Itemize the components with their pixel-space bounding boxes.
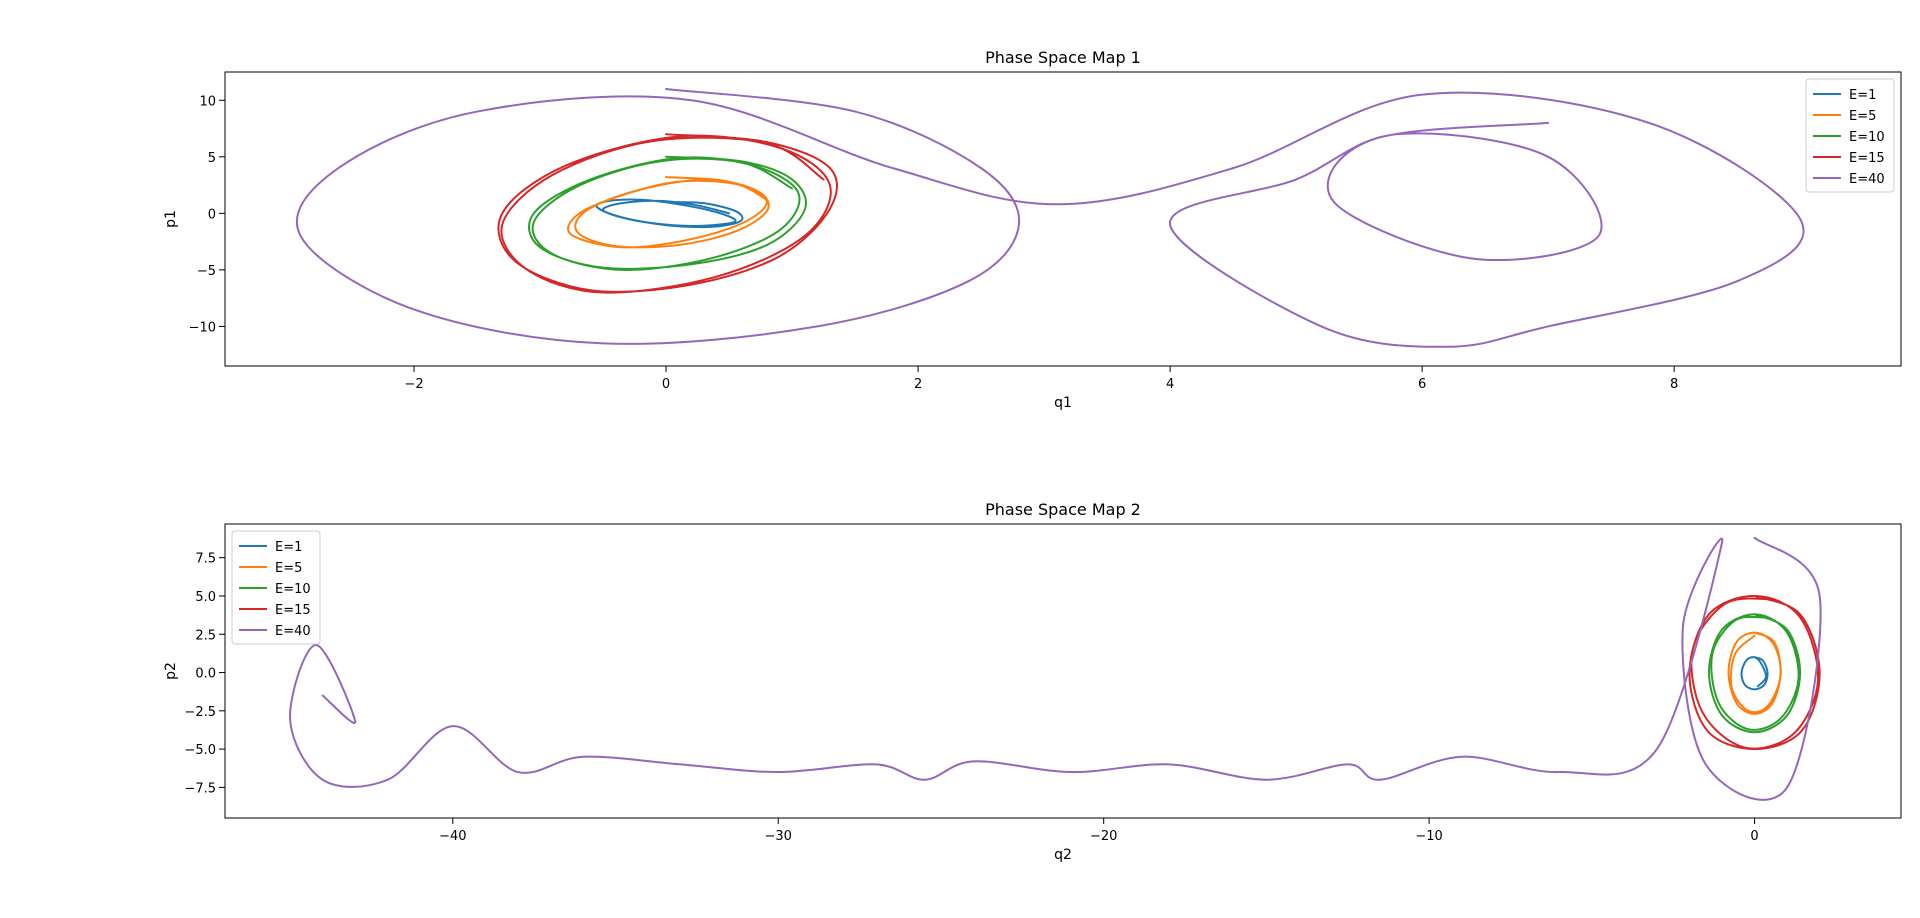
y-axis-label: p1	[163, 210, 179, 228]
series-line-e-1	[595, 198, 744, 229]
legend-label: E=5	[275, 561, 302, 576]
legend-label: E=5	[1849, 109, 1876, 124]
y-tick-label: 2.5	[195, 628, 216, 643]
legend-box	[231, 530, 321, 645]
series-line-e-10	[1707, 613, 1802, 734]
series-line-e-40	[295, 87, 1805, 348]
x-tick-label: 8	[1670, 377, 1678, 392]
x-tick-label: −20	[1090, 829, 1117, 844]
x-tick-label: 6	[1418, 377, 1426, 392]
x-tick-label: 0	[1750, 829, 1758, 844]
legend: E=1 E=5 E=10 E=15 E=40	[231, 530, 321, 645]
chart-title: Phase Space Map 1	[985, 48, 1141, 67]
y-tick-label: 0	[208, 207, 216, 222]
y-tick-label: −5	[197, 264, 216, 279]
y-tick-label: −7.5	[184, 781, 216, 796]
legend-label: E=15	[275, 603, 311, 618]
x-tick-label: −40	[439, 829, 466, 844]
subplot-2: Phase Space Map 2 −40 −30 −20 −10 0 −7.5 −5.0 −2…	[163, 500, 1902, 863]
chart-title: Phase Space Map 2	[985, 500, 1141, 519]
series-line-e-10	[528, 155, 807, 271]
series-line-e-15	[497, 133, 838, 294]
x-axis-label: q1	[1054, 395, 1072, 411]
series-line-e-40	[289, 536, 1822, 801]
x-tick-label: 0	[662, 377, 670, 392]
y-tick-label: −5.0	[184, 743, 216, 758]
x-tick-label: 4	[1166, 377, 1174, 392]
legend-label: E=10	[1849, 130, 1885, 145]
y-tick-label: 0.0	[195, 667, 216, 682]
x-tick-label: 2	[914, 377, 922, 392]
axes-frame	[224, 71, 1902, 367]
series-line-e-1	[1740, 656, 1769, 691]
y-tick-label: 10	[199, 94, 216, 109]
series-line-e-5	[1727, 631, 1782, 715]
x-tick-label: −10	[1415, 829, 1442, 844]
subplot-1: Phase Space Map 1 −2 0 2 4 6 8 −10 −5 0 5 10 q1 p1 E=1…	[163, 48, 1902, 411]
legend-label: E=1	[1849, 88, 1876, 103]
axes-frame	[224, 523, 1902, 819]
series-line-e-5	[567, 176, 770, 249]
legend-label: E=40	[1849, 172, 1885, 187]
y-tick-label: −10	[189, 320, 216, 335]
y-tick-label: 5	[208, 151, 216, 166]
y-tick-label: −2.5	[184, 705, 216, 720]
y-tick-label: 7.5	[195, 552, 216, 567]
x-axis-label: q2	[1054, 847, 1072, 863]
x-tick-label: −30	[765, 829, 792, 844]
legend: E=1 E=5 E=10 E=15 E=40	[1805, 78, 1895, 193]
x-tick-label: −2	[404, 377, 423, 392]
plot-area	[295, 87, 1805, 348]
legend-box	[1805, 78, 1895, 193]
plot-area	[289, 536, 1822, 801]
legend-label: E=1	[275, 540, 302, 555]
y-tick-label: 5.0	[195, 590, 216, 605]
legend-label: E=40	[275, 624, 311, 639]
legend-label: E=15	[1849, 151, 1885, 166]
legend-label: E=10	[275, 582, 311, 597]
y-axis-label: p2	[163, 662, 179, 680]
